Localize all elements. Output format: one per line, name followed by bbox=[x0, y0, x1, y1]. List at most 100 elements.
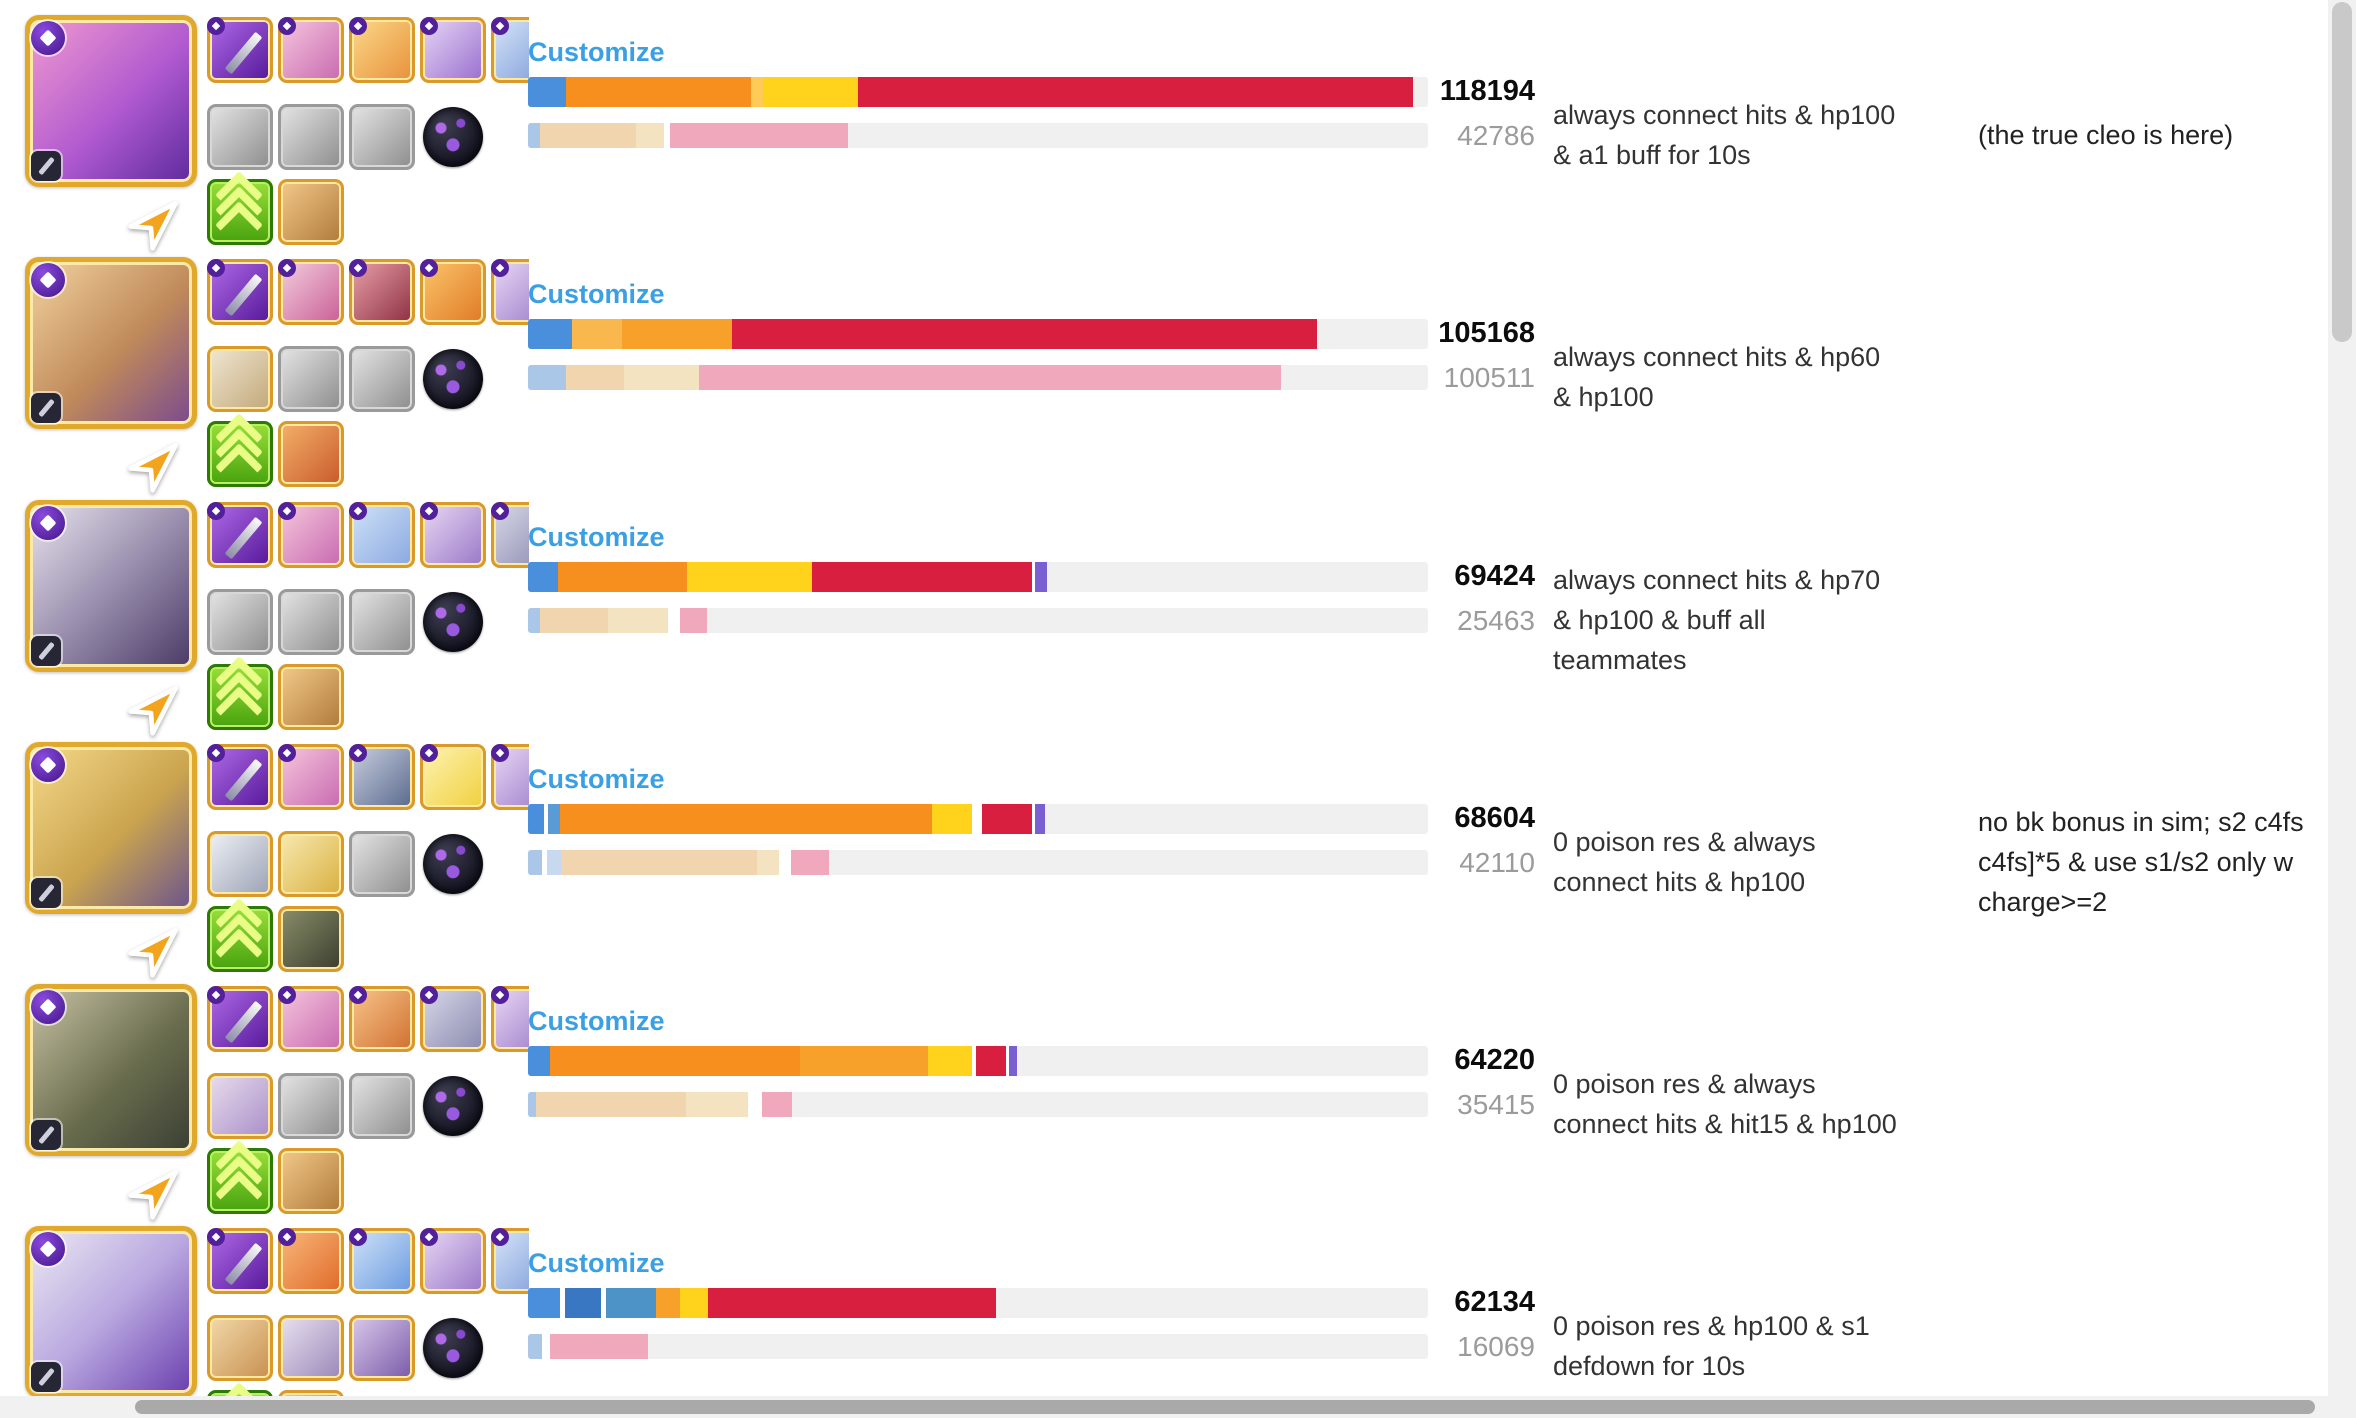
soul-orb-icon[interactable] bbox=[420, 104, 486, 170]
disabled-teammate-icon[interactable] bbox=[278, 589, 344, 655]
teammate-icon[interactable] bbox=[491, 502, 529, 568]
teammate-icon[interactable] bbox=[420, 17, 486, 83]
character-portrait[interactable] bbox=[25, 15, 197, 187]
teammate-icon[interactable] bbox=[349, 259, 415, 325]
bar-segment bbox=[528, 1334, 542, 1359]
equipment-weapon-icon[interactable] bbox=[207, 502, 273, 568]
customize-link[interactable]: Customize bbox=[528, 764, 665, 794]
teammate-icon[interactable] bbox=[278, 744, 344, 810]
teammate-icon[interactable] bbox=[278, 664, 344, 730]
note-line: no bk bonus in sim; s2 c4fs bbox=[1978, 807, 2304, 837]
customize-link[interactable]: Customize bbox=[528, 1006, 665, 1036]
loadout-grid bbox=[207, 1228, 529, 1396]
soul-orb-icon[interactable] bbox=[420, 346, 486, 412]
disabled-teammate-icon[interactable] bbox=[207, 589, 273, 655]
teammate-icon[interactable] bbox=[278, 831, 344, 897]
vertical-scrollbar-thumb[interactable] bbox=[2332, 2, 2352, 342]
teammate-icon[interactable] bbox=[207, 346, 273, 412]
equipment-weapon-icon[interactable] bbox=[207, 986, 273, 1052]
teammate-icon[interactable] bbox=[207, 1315, 273, 1381]
disabled-teammate-icon[interactable] bbox=[207, 104, 273, 170]
teammate-icon[interactable] bbox=[420, 259, 486, 325]
character-portrait[interactable] bbox=[25, 257, 197, 429]
disabled-teammate-icon[interactable] bbox=[349, 346, 415, 412]
rankup-chevron-icon[interactable] bbox=[207, 412, 273, 492]
teammate-icon[interactable] bbox=[278, 17, 344, 83]
equipment-weapon-icon[interactable] bbox=[207, 259, 273, 325]
teammate-icon[interactable] bbox=[278, 179, 344, 245]
teammate-icon[interactable] bbox=[349, 1228, 415, 1294]
condition-text: 0 poison res & hp100 & s1 defdown for 10… bbox=[1553, 1260, 1905, 1396]
customize-link[interactable]: Customize bbox=[528, 522, 665, 552]
teammate-icon[interactable] bbox=[349, 1315, 415, 1381]
jump-arrow-icon[interactable] bbox=[126, 1160, 188, 1222]
teammate-icon[interactable] bbox=[349, 502, 415, 568]
teammate-icon[interactable] bbox=[278, 259, 344, 325]
soul-orb-icon[interactable] bbox=[420, 831, 486, 897]
rankup-chevron-icon[interactable] bbox=[207, 897, 273, 977]
teammate-icon[interactable] bbox=[349, 17, 415, 83]
teammate-icon[interactable] bbox=[491, 744, 529, 810]
teammate-icon[interactable] bbox=[349, 986, 415, 1052]
disabled-teammate-icon[interactable] bbox=[278, 346, 344, 412]
teammate-icon[interactable] bbox=[420, 986, 486, 1052]
element-badge-icon bbox=[31, 21, 65, 55]
character-portrait[interactable] bbox=[25, 1226, 197, 1396]
jump-arrow-icon[interactable] bbox=[126, 918, 188, 980]
disabled-teammate-icon[interactable] bbox=[278, 104, 344, 170]
jump-arrow-icon[interactable] bbox=[126, 433, 188, 495]
rankup-chevron-icon[interactable] bbox=[207, 655, 273, 735]
character-portrait[interactable] bbox=[25, 500, 197, 672]
customize-link[interactable]: Customize bbox=[528, 37, 665, 67]
soul-orb-icon[interactable] bbox=[420, 1073, 486, 1139]
disabled-teammate-icon[interactable] bbox=[278, 1073, 344, 1139]
teammate-icon[interactable] bbox=[278, 421, 344, 487]
teammate-icon[interactable] bbox=[349, 744, 415, 810]
soul-orb-icon[interactable] bbox=[420, 589, 486, 655]
horizontal-scrollbar[interactable] bbox=[0, 1396, 2356, 1418]
teammate-icon[interactable] bbox=[491, 986, 529, 1052]
teammate-icon[interactable] bbox=[278, 1315, 344, 1381]
bar-segment bbox=[668, 608, 680, 633]
disabled-teammate-icon[interactable] bbox=[349, 1073, 415, 1139]
horizontal-scrollbar-thumb[interactable] bbox=[135, 1400, 2315, 1414]
equipment-team-row bbox=[207, 502, 529, 568]
rankup-chevron-icon[interactable] bbox=[207, 1139, 273, 1219]
teammate-icon[interactable] bbox=[420, 744, 486, 810]
disabled-teammate-icon[interactable] bbox=[349, 831, 415, 897]
equipment-weapon-icon[interactable] bbox=[207, 17, 273, 83]
character-portrait[interactable] bbox=[25, 742, 197, 914]
customize-link[interactable]: Customize bbox=[528, 279, 665, 309]
support-row bbox=[207, 1073, 486, 1139]
teammate-icon[interactable] bbox=[278, 906, 344, 972]
teammate-icon[interactable] bbox=[278, 502, 344, 568]
disabled-teammate-icon[interactable] bbox=[349, 104, 415, 170]
rankup-chevron-icon[interactable] bbox=[207, 1381, 273, 1396]
teammate-icon[interactable] bbox=[420, 502, 486, 568]
teammate-icon[interactable] bbox=[420, 1228, 486, 1294]
bar-segment bbox=[544, 804, 548, 834]
teammate-icon[interactable] bbox=[207, 1073, 273, 1139]
rankup-row bbox=[207, 412, 344, 492]
rankup-chevron-icon[interactable] bbox=[207, 170, 273, 250]
teammate-icon[interactable] bbox=[278, 1228, 344, 1294]
equipment-weapon-icon[interactable] bbox=[207, 744, 273, 810]
disabled-teammate-icon[interactable] bbox=[349, 589, 415, 655]
bar-segment bbox=[763, 77, 858, 107]
teammate-icon[interactable] bbox=[491, 17, 529, 83]
teammate-icon[interactable] bbox=[207, 831, 273, 897]
soul-orb-icon[interactable] bbox=[420, 1315, 486, 1381]
character-row: Customize 64220 35415 0 poison res & alw… bbox=[0, 984, 2328, 1226]
teammate-icon[interactable] bbox=[491, 1228, 529, 1294]
element-mini-badge-icon bbox=[420, 259, 438, 277]
character-portrait[interactable] bbox=[25, 984, 197, 1156]
vertical-scrollbar[interactable] bbox=[2328, 0, 2356, 1396]
teammate-icon[interactable] bbox=[278, 1148, 344, 1214]
jump-arrow-icon[interactable] bbox=[126, 676, 188, 738]
customize-link[interactable]: Customize bbox=[528, 1248, 665, 1278]
teammate-icon[interactable] bbox=[278, 986, 344, 1052]
bar-segment bbox=[550, 1046, 800, 1076]
equipment-weapon-icon[interactable] bbox=[207, 1228, 273, 1294]
teammate-icon[interactable] bbox=[491, 259, 529, 325]
jump-arrow-icon[interactable] bbox=[126, 191, 188, 253]
